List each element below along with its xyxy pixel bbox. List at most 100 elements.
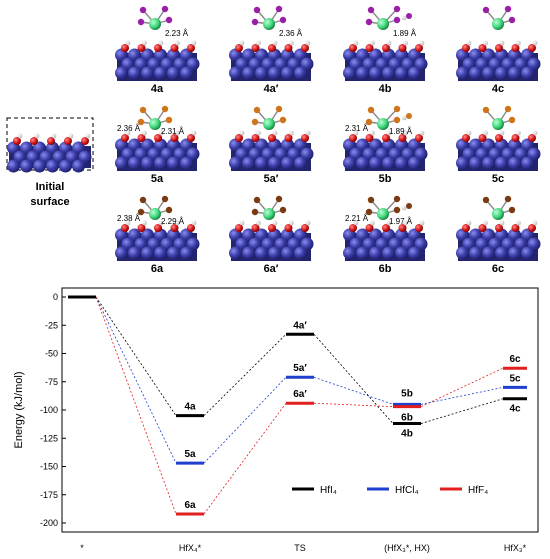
slab-atom: [255, 48, 268, 62]
energy-level-label: 4b: [401, 429, 413, 440]
slab-atom: [281, 228, 294, 242]
structure-panel: 2.36 Å 4a′: [229, 5, 314, 95]
hafnium-atom: [492, 208, 504, 220]
slab-atom: [134, 147, 148, 161]
slab-atom: [521, 66, 534, 80]
slab-atom: [395, 228, 408, 242]
slab-atom: [173, 147, 187, 161]
slab-atom: [508, 66, 521, 80]
hafnium-atom: [149, 118, 161, 130]
hydrogen-atom: [272, 40, 278, 46]
oxygen-atom: [154, 44, 162, 52]
slab-atom: [375, 147, 389, 161]
oxygen-atom: [398, 44, 407, 52]
hydrogen-atom: [403, 220, 408, 226]
halogen-atom: [482, 196, 490, 204]
slab-atom: [167, 156, 180, 170]
hydrogen-atom: [499, 130, 505, 136]
hydrogen-atom: [175, 130, 180, 136]
oxygen-atom: [462, 224, 470, 232]
slab-atom: [527, 237, 541, 251]
hydrogen-atom: [175, 40, 180, 46]
connector-line: [203, 334, 287, 416]
distance-label: 2.29 Å: [161, 217, 185, 226]
slab-atom: [268, 66, 281, 80]
halogen-atom: [161, 5, 169, 13]
slab-atom: [475, 57, 489, 71]
slab-atom: [369, 138, 382, 152]
energy-level-label: 5a′: [293, 363, 307, 374]
slab-atom: [242, 138, 255, 152]
oxygen-atom: [187, 134, 195, 142]
structure-label: 6b: [379, 263, 392, 275]
slab-atom: [46, 159, 59, 173]
slab-atom: [147, 57, 161, 71]
hydrogen-atom: [466, 220, 472, 226]
connector-line: [95, 296, 177, 416]
slab-atom: [482, 66, 495, 80]
halogen-atom: [161, 105, 169, 113]
slab-atom: [186, 57, 200, 71]
oxygen-atom: [495, 134, 503, 142]
slab-atom: [369, 66, 382, 80]
connector-line: [95, 296, 177, 515]
structure-label: 4a: [151, 83, 164, 95]
halogen-atom: [504, 105, 512, 113]
slab-atom: [482, 138, 495, 152]
slab-atom: [274, 237, 288, 251]
slab-atom: [495, 156, 508, 170]
oxygen-atom: [398, 224, 407, 232]
slab-atom: [514, 237, 528, 251]
hydrogen-atom: [142, 130, 147, 136]
slab-atom: [369, 48, 382, 62]
slab-atom: [456, 246, 469, 260]
y-axis-title: Energy (kJ/mol): [13, 371, 25, 448]
slab-atom: [300, 147, 314, 161]
slab-atom: [362, 147, 376, 161]
x-tick-label: (HfX₃*, HX): [384, 543, 430, 553]
slab-atom: [501, 147, 515, 161]
hydrogen-atom: [17, 133, 23, 139]
slab-atom: [248, 237, 262, 251]
hydrogen-atom: [403, 130, 408, 136]
slab-atom: [375, 57, 389, 71]
hydrogen-atom: [142, 40, 147, 46]
hafnium-atom: [263, 208, 275, 220]
structure-panel: 2.36 Å 2.31 Å 5a: [115, 105, 200, 185]
initial-surface-slab: [7, 133, 92, 173]
oxygen-atom: [511, 44, 520, 52]
hafnium-atom: [492, 18, 504, 30]
slab-atom: [475, 237, 489, 251]
slab-atom: [343, 156, 356, 170]
slab-atom: [395, 66, 408, 80]
slab-atom: [281, 138, 294, 152]
hydrogen-atom: [483, 40, 488, 46]
hydrogen-atom: [239, 130, 245, 136]
halogen-atom: [165, 116, 173, 124]
x-tick-label: *: [80, 543, 84, 553]
hydrogen-atom: [353, 220, 359, 226]
hydrogen-atom: [51, 133, 57, 139]
slab-atom: [488, 57, 502, 71]
hafnium-atom: [377, 208, 389, 220]
hydrogen-atom: [272, 130, 278, 136]
slab-atom: [462, 147, 476, 161]
slab-atom: [495, 66, 508, 80]
structure-panel: 2.21 Å 1.97 Å 6b: [343, 195, 428, 275]
oxygen-atom: [528, 134, 536, 142]
leaving-hydrogen-atom: [401, 15, 407, 21]
energy-level-label: 4c: [509, 404, 521, 415]
oxygen-atom: [495, 44, 503, 52]
slab-atom: [287, 147, 301, 161]
halogen-atom: [367, 196, 375, 204]
slab-atom: [508, 156, 521, 170]
oxygen-atom: [382, 224, 390, 232]
hydrogen-atom: [532, 130, 538, 136]
oxygen-atom: [462, 134, 470, 142]
structure-panel: 5a′: [229, 105, 314, 185]
connector-line: [95, 296, 177, 464]
structure-panel: 2.23 Å 4a: [115, 5, 200, 95]
hydrogen-atom: [256, 130, 261, 136]
slab-atom: [242, 246, 255, 260]
